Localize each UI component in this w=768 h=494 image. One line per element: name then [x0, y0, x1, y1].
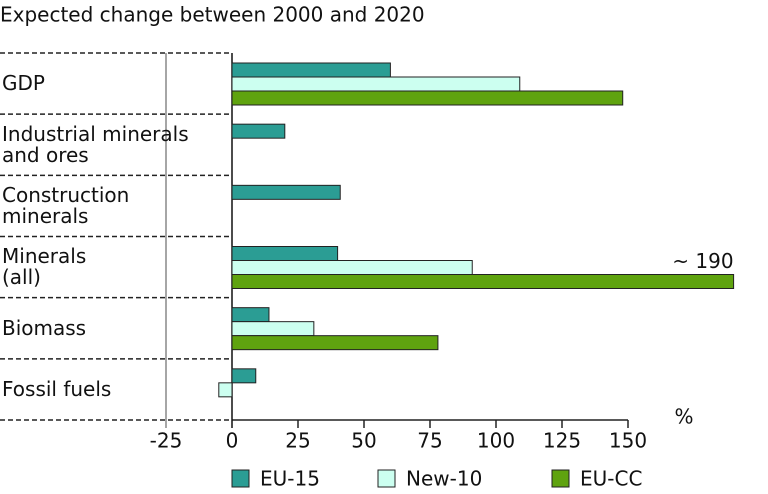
- bar: [231, 62, 391, 78]
- data-label: ~ 190: [672, 249, 733, 273]
- bar: [231, 246, 339, 261]
- x-tick-label: 0: [226, 429, 239, 453]
- legend-label: New-10: [406, 467, 482, 491]
- bar: [231, 274, 735, 289]
- bar: [218, 382, 233, 398]
- legend-swatch: [231, 469, 250, 488]
- category-label: Fossil fuels: [2, 376, 112, 401]
- legend-swatch: [377, 469, 396, 488]
- bar: [231, 123, 286, 139]
- bar: [231, 90, 624, 106]
- category-label: GDP: [2, 71, 45, 96]
- bar: [231, 307, 270, 323]
- chart-title: Expected change between 2000 and 2020: [0, 3, 425, 27]
- x-tick-label: 125: [543, 429, 581, 453]
- bar: [231, 335, 439, 351]
- bar: [231, 76, 521, 92]
- x-axis-label: %: [674, 405, 693, 429]
- x-tick-label: 50: [351, 429, 376, 453]
- x-tick-label: 100: [477, 429, 515, 453]
- bar: [231, 321, 315, 337]
- legend-swatch: [551, 469, 570, 488]
- bar: [231, 260, 473, 275]
- category-label: Industrial minerals and ores: [2, 121, 189, 167]
- legend-label: EU-15: [260, 467, 320, 491]
- category-label: Minerals (all): [2, 244, 87, 290]
- legend-label: EU-CC: [580, 467, 642, 491]
- bar: [231, 184, 341, 200]
- x-tick-label: 25: [285, 429, 310, 453]
- bar: [231, 368, 257, 384]
- x-tick-label: 75: [417, 429, 442, 453]
- category-label: Construction minerals: [2, 182, 130, 228]
- category-label: Biomass: [2, 315, 87, 340]
- x-tick-label: 150: [609, 429, 647, 453]
- x-tick-label: -25: [150, 429, 183, 453]
